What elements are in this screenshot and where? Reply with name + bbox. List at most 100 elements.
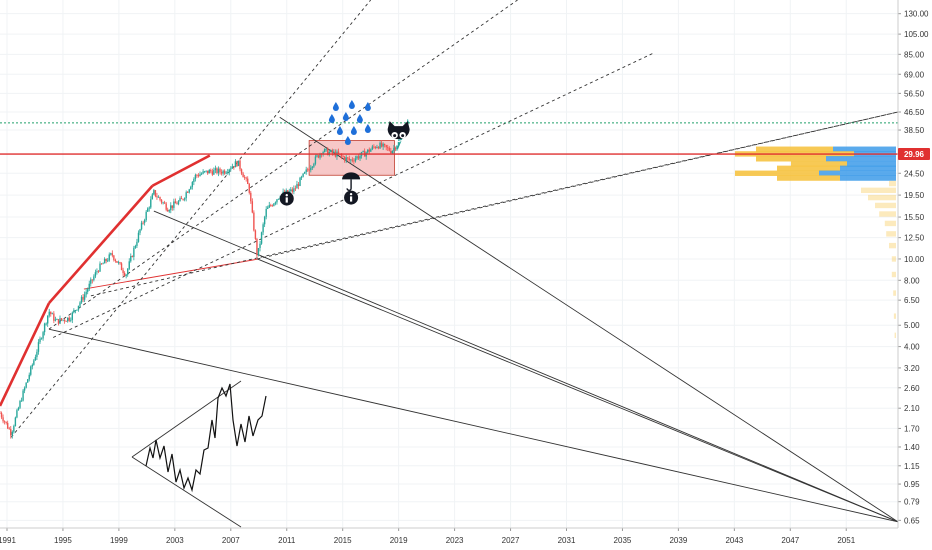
pattern-doodle xyxy=(131,380,267,528)
candle-body xyxy=(319,153,321,158)
candle-body xyxy=(187,192,189,194)
candle-body xyxy=(165,203,167,210)
candle-body xyxy=(53,313,55,321)
candle-body xyxy=(160,199,163,203)
candle-body xyxy=(168,210,170,212)
doodle-triangle-upper xyxy=(131,380,242,458)
candle-body xyxy=(5,421,7,423)
candle-body xyxy=(153,190,155,195)
candle-body xyxy=(62,319,64,321)
x-tick-label: 2043 xyxy=(725,536,743,545)
candle-body xyxy=(379,142,381,149)
trendline-solid[interactable] xyxy=(0,302,51,407)
volume-profile-bar-yellow xyxy=(893,313,896,319)
info-icon-dot xyxy=(285,193,288,197)
trendline-solid[interactable] xyxy=(257,258,899,523)
candle-body xyxy=(3,421,6,423)
candle-body xyxy=(347,157,349,159)
candle-body xyxy=(105,258,107,262)
candle-body xyxy=(305,169,307,173)
raindrop-shape xyxy=(350,126,357,136)
candle-body xyxy=(136,241,138,246)
trendline-solid[interactable] xyxy=(48,328,899,523)
candle-body xyxy=(0,412,3,418)
y-tick-label: 0.95 xyxy=(904,480,920,489)
candle-body xyxy=(63,319,66,322)
candle-body xyxy=(137,232,140,242)
candle-body xyxy=(273,203,275,206)
trendline-solid[interactable] xyxy=(153,210,899,523)
candle-body xyxy=(262,224,264,233)
candle-body xyxy=(54,319,57,321)
raindrop-icon xyxy=(364,124,371,134)
volume-profile-bar-yellow xyxy=(756,156,826,162)
candle-body xyxy=(117,262,120,263)
candle-body xyxy=(96,271,98,273)
candle-body xyxy=(45,323,47,325)
trendline-dashed[interactable] xyxy=(257,111,899,260)
x-tick-label: 1995 xyxy=(54,536,72,545)
raindrop-icon xyxy=(356,114,363,124)
raindrop-shape xyxy=(328,114,335,124)
candle-body xyxy=(245,177,247,179)
y-tick-label: 24.50 xyxy=(904,169,925,178)
candle-body xyxy=(107,260,109,262)
candle-body xyxy=(314,156,317,164)
raindrop-icon xyxy=(336,126,343,136)
candle-body xyxy=(182,199,184,200)
cat-face-icon[interactable] xyxy=(387,121,410,143)
trendline-solid[interactable] xyxy=(151,154,211,187)
y-tick-label: 8.00 xyxy=(904,276,920,285)
volume-profile-bar-yellow xyxy=(868,194,896,201)
x-tick-label: 2031 xyxy=(558,536,576,545)
info-icon[interactable] xyxy=(279,191,294,206)
volume-profile-bar-blue xyxy=(840,175,896,181)
candle-body xyxy=(185,192,187,199)
candle-body xyxy=(248,184,250,193)
y-tick-label: 85.00 xyxy=(904,50,925,59)
x-tick-label: 2039 xyxy=(669,536,687,545)
candle-body xyxy=(259,243,261,248)
candle-body xyxy=(343,156,346,161)
candle-body xyxy=(383,143,386,146)
y-tick-label: 10.00 xyxy=(904,255,925,264)
candle-body xyxy=(199,174,201,177)
volume-profile-bar-yellow xyxy=(735,170,819,176)
candle-body xyxy=(119,262,121,264)
candle-body xyxy=(342,156,344,157)
info-icon[interactable] xyxy=(344,190,359,205)
umbrella-canopy xyxy=(342,172,361,180)
candle-body xyxy=(56,319,58,320)
candle-body xyxy=(242,173,244,178)
raindrop-icon xyxy=(332,102,339,112)
x-tick-label: 1999 xyxy=(110,536,128,545)
candle-body xyxy=(17,407,20,411)
raindrop-shape xyxy=(364,124,371,134)
candle-body xyxy=(367,149,369,153)
candle-body xyxy=(128,261,130,269)
candle-body xyxy=(150,199,152,208)
candle-body xyxy=(191,182,194,187)
candle-body xyxy=(37,342,40,352)
raindrop-shape xyxy=(356,114,363,124)
candle-body xyxy=(8,428,10,430)
trendline-dashed[interactable] xyxy=(10,0,372,438)
candle-body xyxy=(154,190,157,197)
trendline-solid[interactable] xyxy=(279,116,899,523)
horizontal-lines-layer[interactable] xyxy=(0,122,898,155)
candle-body xyxy=(310,167,312,171)
candle-body xyxy=(216,168,218,174)
y-tick-label: 4.00 xyxy=(904,343,920,352)
candle-body xyxy=(133,247,135,257)
candle-body xyxy=(51,313,54,315)
candle-body xyxy=(357,156,360,159)
x-tick-label: 1991 xyxy=(0,536,16,545)
annotations-layer[interactable] xyxy=(279,100,410,206)
trendline-solid[interactable] xyxy=(47,184,154,305)
candle-body xyxy=(83,294,86,300)
cat-pupil-right xyxy=(401,134,405,138)
candle-body xyxy=(228,169,230,173)
umbrella-icon[interactable] xyxy=(342,172,361,191)
candle-body xyxy=(250,192,252,202)
